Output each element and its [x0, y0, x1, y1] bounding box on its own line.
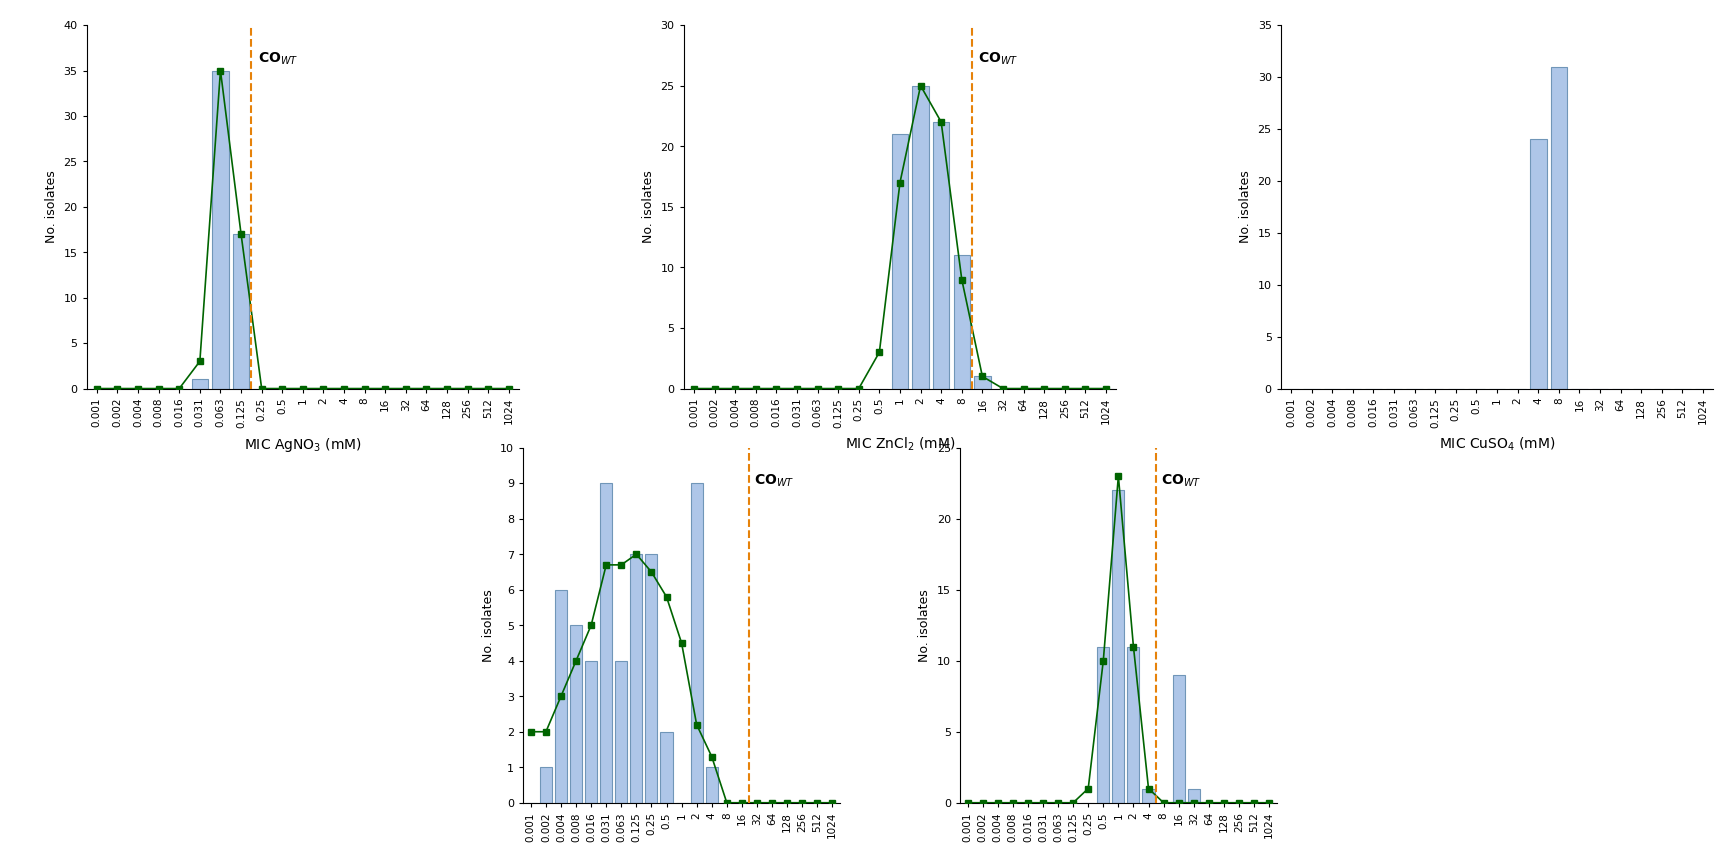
Bar — [614, 661, 626, 803]
Text: CO$_{WT}$: CO$_{WT}$ — [1161, 472, 1201, 489]
Bar — [645, 554, 657, 803]
Bar — [912, 86, 929, 389]
X-axis label: MIC CuSO$_4$ (mM): MIC CuSO$_4$ (mM) — [1438, 436, 1555, 453]
Y-axis label: No. isolates: No. isolates — [919, 589, 931, 662]
Bar — [234, 234, 249, 389]
Bar — [1173, 675, 1185, 803]
Bar — [1142, 788, 1154, 803]
Bar — [1187, 788, 1199, 803]
Bar — [690, 483, 702, 803]
Bar — [540, 767, 552, 803]
Y-axis label: No. isolates: No. isolates — [45, 171, 57, 243]
Bar — [585, 661, 597, 803]
Bar — [891, 134, 908, 389]
Bar — [932, 123, 950, 389]
Y-axis label: No. isolates: No. isolates — [1239, 171, 1251, 243]
Bar — [1126, 646, 1138, 803]
Text: CO$_{WT}$: CO$_{WT}$ — [977, 51, 1019, 68]
Bar — [1529, 139, 1547, 389]
Bar — [630, 554, 642, 803]
X-axis label: MIC AgNO$_3$ (mM): MIC AgNO$_3$ (mM) — [244, 436, 362, 454]
Bar — [706, 767, 718, 803]
Y-axis label: No. isolates: No. isolates — [481, 589, 495, 662]
Bar — [1550, 67, 1566, 389]
Bar — [569, 625, 581, 803]
Text: CO$_{WT}$: CO$_{WT}$ — [258, 51, 298, 68]
Bar — [1112, 490, 1124, 803]
X-axis label: MIC ZnCl$_2$ (mM): MIC ZnCl$_2$ (mM) — [844, 436, 955, 453]
Y-axis label: No. isolates: No. isolates — [642, 171, 654, 243]
Bar — [192, 379, 208, 389]
Bar — [213, 71, 228, 389]
Text: CO$_{WT}$: CO$_{WT}$ — [754, 472, 794, 489]
Bar — [1097, 646, 1109, 803]
Bar — [555, 590, 567, 803]
Bar — [661, 732, 673, 803]
Bar — [600, 483, 612, 803]
Bar — [974, 377, 990, 389]
Bar — [953, 255, 969, 389]
